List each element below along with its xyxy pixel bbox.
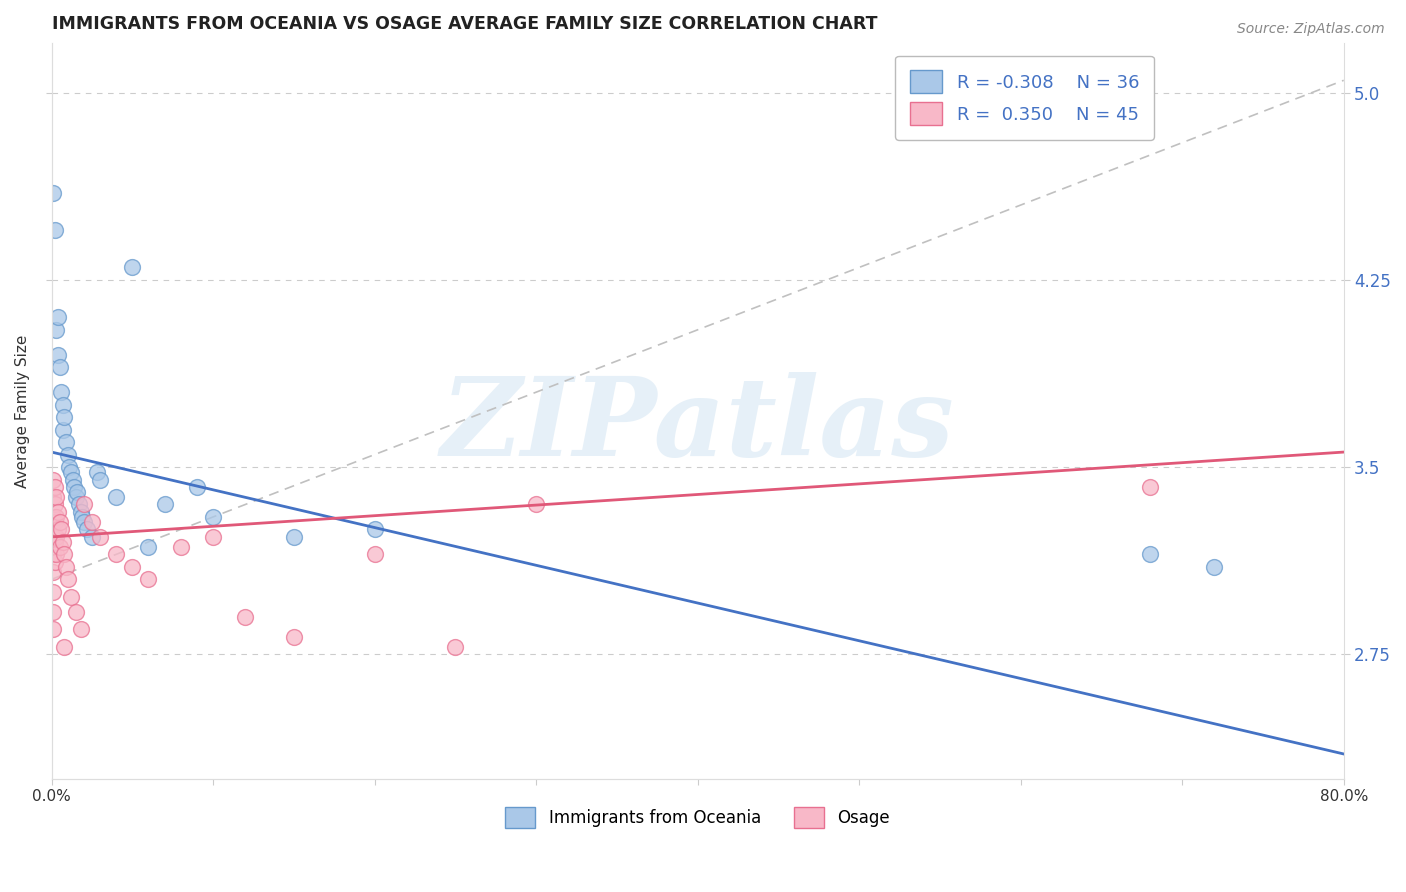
Point xyxy=(44,515,66,529)
Point xyxy=(42,565,65,579)
Point xyxy=(46,310,69,325)
Point xyxy=(69,622,91,636)
Point xyxy=(52,535,75,549)
Point xyxy=(44,480,66,494)
Point xyxy=(62,473,84,487)
Point xyxy=(44,223,66,237)
Point xyxy=(58,460,80,475)
Point xyxy=(48,540,70,554)
Point xyxy=(45,510,67,524)
Point xyxy=(42,547,65,561)
Point xyxy=(48,515,70,529)
Point xyxy=(42,186,65,200)
Point xyxy=(105,490,128,504)
Point xyxy=(363,547,385,561)
Text: IMMIGRANTS FROM OCEANIA VS OSAGE AVERAGE FAMILY SIZE CORRELATION CHART: IMMIGRANTS FROM OCEANIA VS OSAGE AVERAGE… xyxy=(52,15,877,33)
Point xyxy=(65,490,87,504)
Text: Source: ZipAtlas.com: Source: ZipAtlas.com xyxy=(1237,22,1385,37)
Point xyxy=(69,505,91,519)
Point xyxy=(45,490,67,504)
Point xyxy=(59,465,82,479)
Point xyxy=(73,498,96,512)
Point xyxy=(73,515,96,529)
Point xyxy=(46,523,69,537)
Text: ZIPatlas: ZIPatlas xyxy=(440,372,955,479)
Point xyxy=(53,640,76,654)
Point xyxy=(138,540,160,554)
Y-axis label: Average Family Size: Average Family Size xyxy=(15,334,30,488)
Point xyxy=(89,530,111,544)
Point xyxy=(59,590,82,604)
Point xyxy=(48,360,70,375)
Point xyxy=(235,609,257,624)
Point xyxy=(80,530,103,544)
Point xyxy=(66,485,89,500)
Point xyxy=(63,480,86,494)
Point xyxy=(44,555,66,569)
Point xyxy=(55,435,77,450)
Point xyxy=(1139,547,1161,561)
Point xyxy=(45,323,67,337)
Point xyxy=(42,622,65,636)
Point xyxy=(45,530,67,544)
Point xyxy=(51,523,73,537)
Point xyxy=(1139,480,1161,494)
Point xyxy=(444,640,467,654)
Point xyxy=(121,260,143,275)
Point xyxy=(80,515,103,529)
Point xyxy=(363,523,385,537)
Point xyxy=(44,498,66,512)
Point xyxy=(42,530,65,544)
Point xyxy=(283,630,305,644)
Point xyxy=(65,605,87,619)
Point xyxy=(46,505,69,519)
Point xyxy=(52,423,75,437)
Legend: Immigrants from Oceania, Osage: Immigrants from Oceania, Osage xyxy=(496,798,898,837)
Point xyxy=(202,530,225,544)
Point xyxy=(46,348,69,362)
Point xyxy=(42,473,65,487)
Point xyxy=(45,547,67,561)
Point xyxy=(76,523,98,537)
Point xyxy=(153,498,176,512)
Point xyxy=(51,385,73,400)
Point xyxy=(1204,559,1226,574)
Point xyxy=(121,559,143,574)
Point xyxy=(56,448,79,462)
Point xyxy=(138,572,160,586)
Point xyxy=(86,465,108,479)
Point xyxy=(44,535,66,549)
Point xyxy=(42,605,65,619)
Point xyxy=(55,559,77,574)
Point xyxy=(42,490,65,504)
Point xyxy=(53,547,76,561)
Point xyxy=(52,398,75,412)
Point xyxy=(283,530,305,544)
Point xyxy=(56,572,79,586)
Point xyxy=(89,473,111,487)
Point xyxy=(186,480,208,494)
Point xyxy=(67,498,90,512)
Point xyxy=(524,498,547,512)
Point xyxy=(42,510,65,524)
Point xyxy=(105,547,128,561)
Point xyxy=(53,410,76,425)
Point xyxy=(170,540,193,554)
Point xyxy=(202,510,225,524)
Point xyxy=(42,584,65,599)
Point xyxy=(70,510,93,524)
